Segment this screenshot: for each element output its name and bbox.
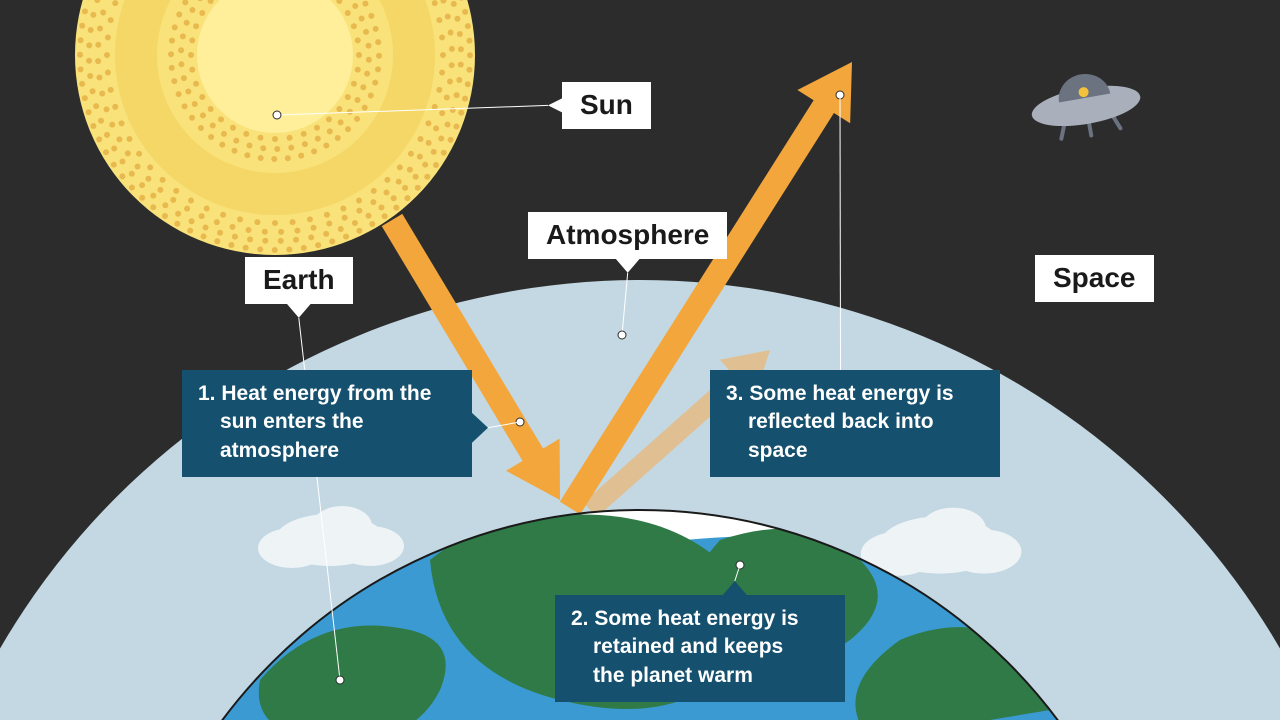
label-earth-text: Earth — [263, 264, 335, 295]
label-space: Space — [1035, 255, 1154, 302]
callout-3: 3. Some heat energy isreflected back int… — [710, 370, 1000, 477]
label-space-text: Space — [1053, 262, 1136, 293]
label-atmosphere: Atmosphere — [528, 212, 727, 259]
callout-1: 1. Heat energy from thesun enters theatm… — [182, 370, 472, 477]
label-atmosphere-text: Atmosphere — [546, 219, 709, 250]
label-sun-text: Sun — [580, 89, 633, 120]
callout-2: 2. Some heat energy isretained and keeps… — [555, 595, 845, 702]
label-earth: Earth — [245, 257, 353, 304]
label-sun: Sun — [562, 82, 651, 129]
diagram-stage: Sun Atmosphere Earth Space 1. Heat energ… — [0, 0, 1280, 720]
